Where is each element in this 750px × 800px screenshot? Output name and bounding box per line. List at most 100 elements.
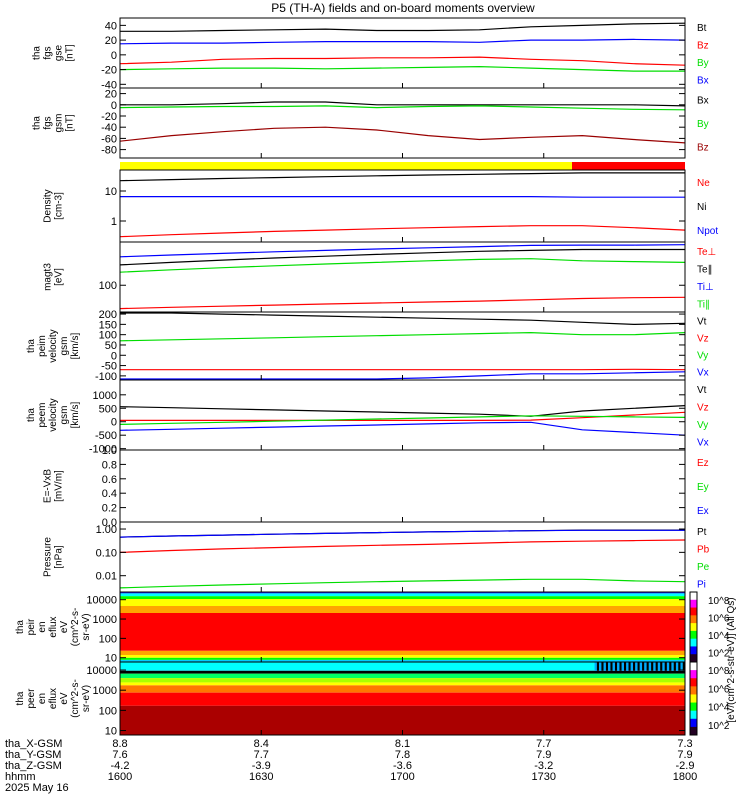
panel-peim_density: 10 1 Density [cm-3] Ne Ni Npot <box>43 169 718 243</box>
panel-frame <box>119 169 686 243</box>
series-line-Ti⊥ <box>119 244 686 258</box>
y-tick-label: 0 <box>111 417 117 429</box>
spectrogram-band <box>608 662 611 671</box>
colorbar-step <box>690 607 697 616</box>
y-tick-label: 0 <box>111 350 117 362</box>
ephem-row-label: tha_Y-GSM <box>5 749 61 761</box>
y-tick-label: 1 <box>111 216 117 228</box>
y-tick-label: 50 <box>105 340 117 352</box>
y-axis-label: tha <box>26 408 37 422</box>
ephem-row-label: tha_Z-GSM <box>5 760 62 772</box>
y-tick-label: -40 <box>101 122 117 134</box>
legend-Pb: Pb <box>697 544 710 555</box>
colorbar-tick-label: 10^8 <box>708 666 730 677</box>
legend-Ni: Ni <box>697 202 706 213</box>
legend-Te⊥: Te⊥ <box>697 247 716 258</box>
colorbar-step <box>690 710 697 720</box>
y-axis-label: eflux <box>48 616 59 637</box>
colorbar-step <box>690 718 697 728</box>
ephem-value: 1630 <box>249 771 273 783</box>
y-tick-label: 1000 <box>93 390 117 402</box>
series-line-Vt <box>119 405 686 417</box>
ephem-value: 7.7 <box>536 738 551 750</box>
ephem-value: 7.7 <box>254 749 269 761</box>
y-axis-label: magt3 <box>43 263 54 291</box>
ephem-value: -3.2 <box>534 760 553 772</box>
spectrogram-band <box>671 662 674 671</box>
y-axis-label: tha <box>15 620 26 634</box>
legend-Te∥: Te∥ <box>697 264 713 275</box>
series-line-Bx <box>119 38 686 45</box>
ephem-value: -3.6 <box>393 760 412 772</box>
colorbar-step <box>690 654 697 663</box>
series-line-Pb <box>119 539 686 553</box>
legend-By: By <box>697 58 709 69</box>
series-line-Pe <box>119 578 686 589</box>
ephem-value: 7.8 <box>395 749 410 761</box>
spectrogram-band <box>594 662 597 671</box>
spectrogram-band <box>612 662 615 671</box>
y-axis-label: Density <box>43 189 54 222</box>
y-tick-label: 0.2 <box>102 503 117 515</box>
colorbar-step <box>690 630 697 640</box>
ephem-value: 8.4 <box>254 738 269 750</box>
y-axis-label: eflux <box>48 688 59 709</box>
panel-frame <box>119 17 686 89</box>
colorbar-step <box>690 686 697 695</box>
colorbar-step <box>690 670 697 679</box>
y-axis-label: gse <box>54 45 65 62</box>
legend-Vt: Vt <box>697 317 707 328</box>
y-tick-label: 10 <box>105 726 117 738</box>
colorbar-step <box>690 662 697 671</box>
spectrogram-band <box>120 673 685 679</box>
spectrogram-band <box>642 662 645 671</box>
y-tick-label: 200 <box>99 309 117 321</box>
spectrogram-band <box>680 662 683 671</box>
spectrogram-band <box>120 692 685 706</box>
y-axis-label: tha <box>26 339 37 353</box>
ephem-row-label: hhmm <box>5 771 36 783</box>
legend-Bx: Bx <box>697 96 709 107</box>
spectrogram-band <box>120 678 685 683</box>
colorbar-step <box>690 646 697 655</box>
y-axis-label: en <box>37 693 48 704</box>
y-tick-label: -100 <box>95 371 117 383</box>
series-line-Vz <box>120 411 686 421</box>
spectrogram-band <box>120 596 685 599</box>
y-tick-label: -1000 <box>89 444 117 456</box>
colorbar-step <box>690 615 697 624</box>
y-axis-label: peir <box>26 618 37 635</box>
spectrogram-band <box>596 662 600 671</box>
series-line-Ti∥ <box>119 258 686 273</box>
y-tick-label: -20 <box>101 111 117 123</box>
y-tick-label: 100 <box>99 280 117 292</box>
series-line-Te∥ <box>119 248 685 266</box>
legend-Ex: Ex <box>697 506 709 517</box>
y-axis-label: (cm^2-s- <box>70 679 81 718</box>
y-tick-label: -80 <box>101 145 117 157</box>
y-tick-label: 0.0 <box>102 517 117 529</box>
y-axis-label: Pressure <box>43 537 54 577</box>
y-axis-label: [mV/m] <box>54 470 65 502</box>
spectrogram-band <box>678 662 681 671</box>
legend-Bz: Bz <box>697 40 709 51</box>
panel-pressure: 1.00 0.10 0.01 Pressure [nPa] Pt Pb Pe Pi <box>43 521 710 593</box>
spectrogram-band <box>662 662 665 671</box>
legend-Vy: Vy <box>697 420 708 431</box>
legend-Ti⊥: Ti⊥ <box>697 282 714 293</box>
spectrogram-band <box>120 682 685 686</box>
spectrogram-band <box>644 662 647 671</box>
y-tick-label: 0.4 <box>102 488 117 500</box>
spectrogram-band <box>651 662 654 671</box>
ephem-value: 1700 <box>390 771 414 783</box>
series-line-Pi <box>119 529 685 538</box>
colorbar-tick-label: 10^4 <box>708 631 730 642</box>
y-axis-label: [nT] <box>65 114 76 131</box>
panel-tha_peir_en_eflux: 10000 1000 100 10 tha peir en eflux eV (cm^2-s-sr… <box>15 591 686 665</box>
ephem-value: 8.8 <box>112 738 127 750</box>
spectrogram-band <box>120 670 685 674</box>
y-tick-label: 1.00 <box>96 524 117 536</box>
legend-Bz: Bz <box>697 142 709 153</box>
series-line-Npot <box>120 196 685 198</box>
